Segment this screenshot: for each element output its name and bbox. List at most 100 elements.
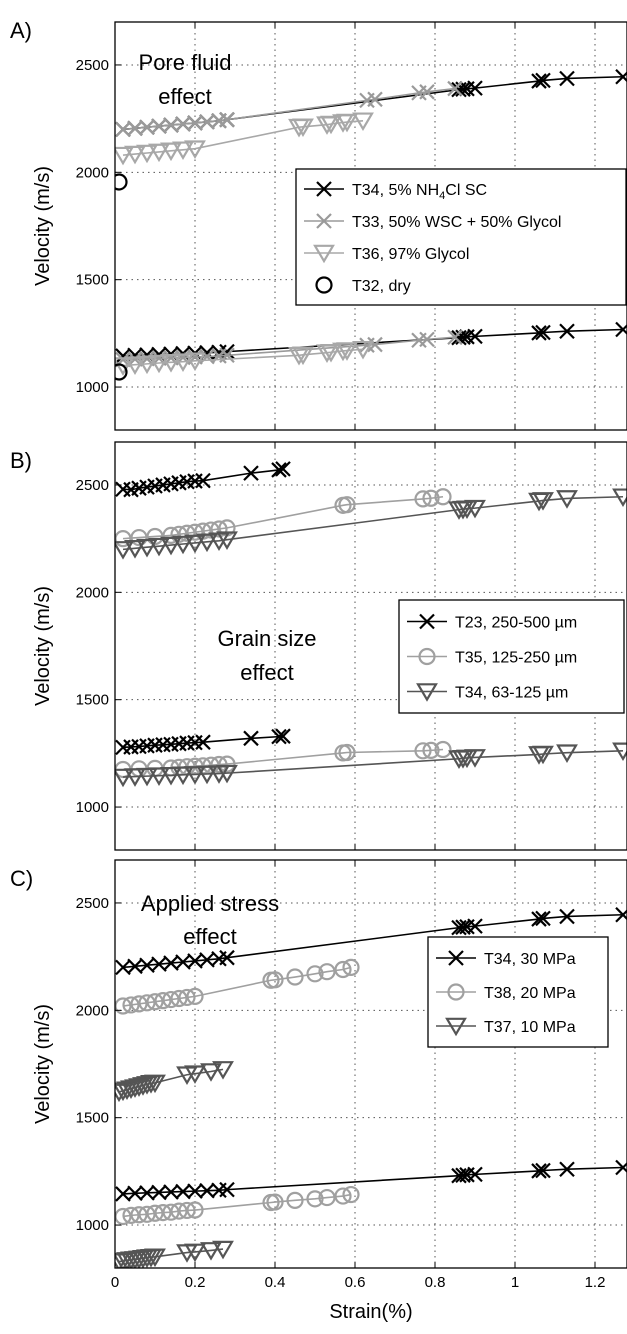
data-point-s1-g0-7-stroke xyxy=(199,114,215,130)
legend-marker xyxy=(418,647,436,666)
data-point-s1-g0-0-stroke xyxy=(115,121,131,138)
data-point-s1-g0-12 xyxy=(338,496,356,514)
data-point-s1-g0-13 xyxy=(306,965,324,983)
data-point-s2-g0-2 xyxy=(136,538,158,558)
data-point-s2-g0-3 xyxy=(148,143,170,163)
data-point-s2-g1-12 xyxy=(336,342,358,361)
data-point-s1-g0-7 xyxy=(170,989,188,1008)
data-point-s0-g1-13-stroke xyxy=(467,1166,483,1183)
data-point-s0-g1-13-stroke xyxy=(275,728,291,744)
data-point-s2-g1-4 xyxy=(160,354,182,373)
data-point-s2-g1-2 xyxy=(136,355,158,375)
data-point-s0-g1-16-stroke xyxy=(559,323,575,339)
data-point-s2-g1-13 xyxy=(352,340,374,360)
data-point-s1-g1-15 xyxy=(334,1187,352,1205)
data-point-s1-g0-9 xyxy=(186,987,204,1005)
data-point-s1-g1-12 xyxy=(286,1191,304,1209)
x-tick-label: 0.6 xyxy=(345,1274,366,1291)
legend-label: T23, 250-500 µm xyxy=(455,615,577,632)
data-point-s0-g0-1-stroke xyxy=(127,958,143,975)
data-point-s0-g0-11-stroke xyxy=(455,81,471,97)
data-point-s2-g1-9 xyxy=(216,764,238,784)
data-point-s0-g0-11-stroke xyxy=(455,919,471,935)
panel-title-line: Applied stress xyxy=(141,891,279,916)
data-point-s1-g1-15 xyxy=(434,740,452,759)
legend-marker xyxy=(447,983,465,1001)
data-point-s1-g0-11 xyxy=(266,971,284,989)
data-point-s2-g1-7 xyxy=(196,765,218,785)
panel-title-line: effect xyxy=(183,924,236,949)
data-point-s2-g0-10 xyxy=(320,115,342,135)
data-point-s0-g1-15-stroke xyxy=(535,1162,551,1179)
data-point-s1-g0-13 xyxy=(414,490,432,508)
data-point-s2-g0-4 xyxy=(160,142,182,162)
data-point-s1-g0-8 xyxy=(202,521,220,539)
panel-c: 1000 1500 2000 2500 0 0.2 0.4 0.6 0.8 1 1.2 Velocit… xyxy=(10,859,627,1323)
data-point-s2-g0-3 xyxy=(148,537,170,557)
data-point-s1-g0-5 xyxy=(178,524,196,542)
data-point-s2-g1-17 xyxy=(612,742,627,762)
data-point-s1-g1-14 xyxy=(318,1188,336,1207)
legend-marker-stroke xyxy=(419,613,435,630)
y-axis-label: Velocity (m/s) xyxy=(32,1004,54,1124)
x-tick-label: 0.8 xyxy=(425,1274,446,1291)
data-point-s2-g1-3 xyxy=(148,354,170,374)
data-point-s0-g0-16-stroke xyxy=(559,70,575,87)
data-point-s0-g0-14-stroke xyxy=(531,911,547,927)
data-point-s2-g1-16 xyxy=(556,744,578,763)
data-point-s2-g1-13 xyxy=(464,749,486,768)
data-point-s1-g1-2 xyxy=(130,1206,148,1224)
legend-label-part: T35, 125-250 xyxy=(455,650,555,667)
data-point-s0-g1-12-stroke xyxy=(271,728,287,745)
data-point-s0-g0-2-stroke xyxy=(139,957,155,973)
data-point-s1-g0-9 xyxy=(210,520,228,538)
data-point-s1-g1-13 xyxy=(414,742,432,760)
panel-label: B) xyxy=(10,448,32,473)
series-line-1-0 xyxy=(122,966,352,1007)
axes-frame xyxy=(114,859,627,1269)
data-point-s2-g0-17 xyxy=(612,488,627,508)
data-point-s1-g0-1-stroke xyxy=(127,120,143,137)
data-point-s1-g1-10 xyxy=(218,755,236,773)
data-point-s0-g0-12-stroke xyxy=(271,462,287,478)
data-point-s0-g1-2-stroke xyxy=(139,1185,155,1201)
data-point-s1-g1-13 xyxy=(306,1190,324,1208)
legend-label: T38, 20 MPa xyxy=(484,985,576,1002)
y-tick-label: 2500 xyxy=(76,477,109,494)
data-point-s2-g0-13 xyxy=(464,499,486,519)
data-point-s0-g1-7-stroke xyxy=(199,1182,215,1199)
data-point-s1-g1-8 xyxy=(178,1201,196,1220)
data-point-s2-g1-13 xyxy=(212,1240,234,1260)
data-point-s2-g0-0 xyxy=(115,541,134,560)
legend-marker xyxy=(313,244,335,264)
data-point-s1-g0-4 xyxy=(146,993,164,1011)
data-point-s0-g1-16-stroke xyxy=(559,1161,575,1177)
data-point-s0-g0-13-stroke xyxy=(467,80,483,96)
data-point-s1-g0-12 xyxy=(286,968,304,986)
data-point-s0-g1-13-stroke xyxy=(467,328,483,345)
legend-label-part: T34, 5% NH xyxy=(352,182,439,199)
data-point-s2-g0-13 xyxy=(212,1061,234,1080)
data-point-s1-g0-5-stroke xyxy=(175,116,191,132)
legend-label-part: µm xyxy=(546,685,569,702)
series-line-2-0 xyxy=(122,119,364,156)
data-point-s1-g1-16 xyxy=(342,1185,360,1204)
panel-title-line: Pore fluid xyxy=(139,50,232,75)
data-point-s0-g1-15-stroke xyxy=(535,324,551,341)
data-point-s2-g1-3 xyxy=(148,767,170,786)
legend-marker-stroke xyxy=(448,950,464,966)
legend-label-part: T23, 250-500 xyxy=(455,615,555,632)
y-tick-label: 1500 xyxy=(76,272,109,289)
legend-label: T37, 10 MPa xyxy=(484,1019,576,1036)
panel-title-line: effect xyxy=(158,84,211,109)
data-point-s0-g1-11-stroke xyxy=(243,730,259,747)
data-point-s2-g0-6 xyxy=(184,534,206,554)
data-point-s0-g1-14-stroke xyxy=(531,325,547,341)
x-tick-label: 0.4 xyxy=(265,1274,286,1291)
legend-label-part: 4 xyxy=(439,190,445,202)
y-tick-label: 2500 xyxy=(76,895,109,912)
y-axis-label: Velocity (m/s) xyxy=(32,166,54,286)
series-line-0-1 xyxy=(122,1166,624,1195)
legend-label: T34, 63-125 µm xyxy=(455,685,568,702)
